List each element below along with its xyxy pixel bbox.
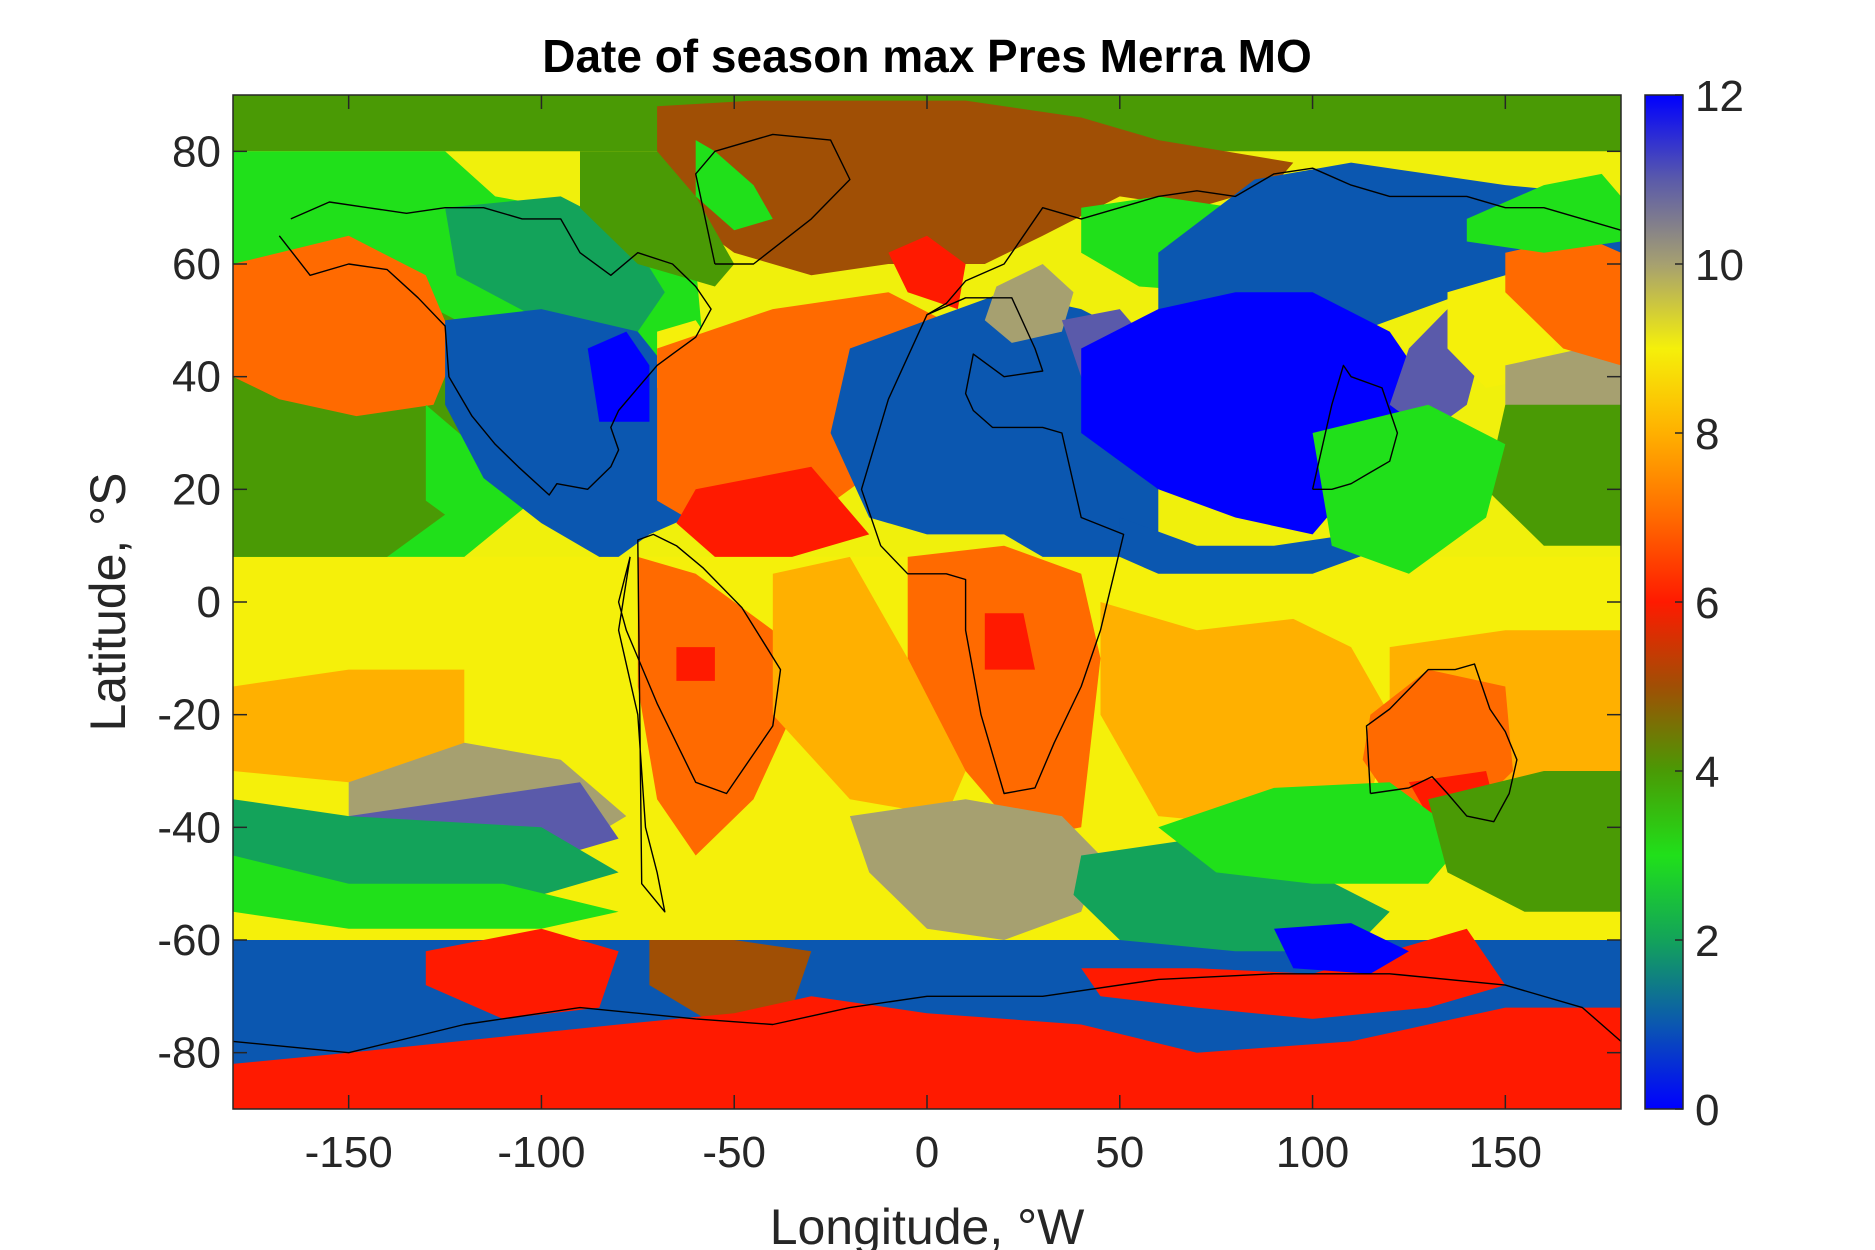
x-tick-label: -50 xyxy=(702,1128,766,1177)
season-region xyxy=(1466,173,1621,253)
colorbar-ticks: 0 2 4 6 8 10 12 xyxy=(1675,72,1744,1135)
season-region xyxy=(1073,838,1390,952)
season-region xyxy=(233,669,465,783)
y-tick-label: 60 xyxy=(172,240,221,289)
coastline xyxy=(695,133,851,265)
coastline xyxy=(233,973,1621,1054)
coastline xyxy=(860,297,1125,795)
plot-area xyxy=(232,94,1622,1110)
colorbar-tick-label: 2 xyxy=(1695,917,1719,966)
season-region xyxy=(1505,348,1621,422)
coastline xyxy=(278,201,712,496)
season-region xyxy=(695,140,773,231)
x-tick-label: 150 xyxy=(1469,1128,1542,1177)
season-region xyxy=(849,799,1101,940)
season-region xyxy=(907,545,1101,839)
season-region xyxy=(637,556,793,856)
x-tick-label: 50 xyxy=(1095,1128,1144,1177)
season-region xyxy=(1312,404,1506,574)
x-tick-label: 0 xyxy=(915,1128,939,1177)
y-tick-label: -40 xyxy=(157,803,221,852)
coastline xyxy=(617,533,782,913)
season-region xyxy=(425,928,619,1019)
colorbar-tick-label: 10 xyxy=(1695,241,1744,290)
y-axis-label: Latitude, °S xyxy=(80,472,136,731)
coastline xyxy=(926,167,1621,316)
season-region xyxy=(233,996,1621,1109)
colorbar: 0 2 4 6 8 10 12 xyxy=(1644,72,1744,1135)
colorbar-tick-label: 4 xyxy=(1695,748,1719,797)
colorbar-tick-label: 8 xyxy=(1695,410,1719,459)
season-region xyxy=(580,151,735,287)
season-region xyxy=(1274,923,1409,974)
y-tick-label: 40 xyxy=(172,353,221,402)
season-region xyxy=(657,100,1294,276)
season-region xyxy=(649,940,812,1025)
season-region xyxy=(587,331,650,422)
season-region xyxy=(772,556,966,817)
season-region xyxy=(888,235,966,310)
season-region xyxy=(676,466,870,557)
season-region xyxy=(1505,235,1621,366)
season-region xyxy=(1428,771,1621,912)
y-tick-label: 80 xyxy=(172,127,221,176)
season-region xyxy=(425,404,503,535)
y-tick-label: -60 xyxy=(157,916,221,965)
season-region xyxy=(1100,602,1390,828)
season-region xyxy=(1158,782,1467,884)
season-region xyxy=(233,855,619,929)
coastline xyxy=(1311,364,1399,490)
season-region-layer xyxy=(233,95,1621,1109)
y-tick-label: 0 xyxy=(197,578,221,627)
y-tick-label: -80 xyxy=(157,1029,221,1078)
season-region xyxy=(984,264,1074,343)
colorbar-tick-label: 12 xyxy=(1695,72,1744,121)
season-region xyxy=(233,235,457,417)
coastline-layer xyxy=(233,133,1621,1054)
x-tick-label: 100 xyxy=(1276,1128,1349,1177)
season-region xyxy=(676,647,715,681)
colorbar-tick-label: 0 xyxy=(1695,1086,1719,1135)
y-axis-ticks: 80 60 40 20 0 -20 -40 -60 -80 xyxy=(157,127,1621,1078)
colorbar-tick-label: 6 xyxy=(1695,579,1719,628)
season-region xyxy=(984,613,1035,670)
chart-title: Date of season max Pres Merra MO xyxy=(542,30,1312,82)
season-region xyxy=(1486,404,1621,546)
y-tick-label: 20 xyxy=(172,465,221,514)
x-tick-label: -150 xyxy=(305,1128,393,1177)
x-axis-label: Longitude, °W xyxy=(770,1199,1085,1250)
x-axis-ticks: -150 -100 -50 0 50 100 150 xyxy=(305,95,1542,1177)
coastline xyxy=(1365,663,1518,823)
y-tick-label: -20 xyxy=(157,691,221,740)
x-tick-label: -100 xyxy=(497,1128,585,1177)
